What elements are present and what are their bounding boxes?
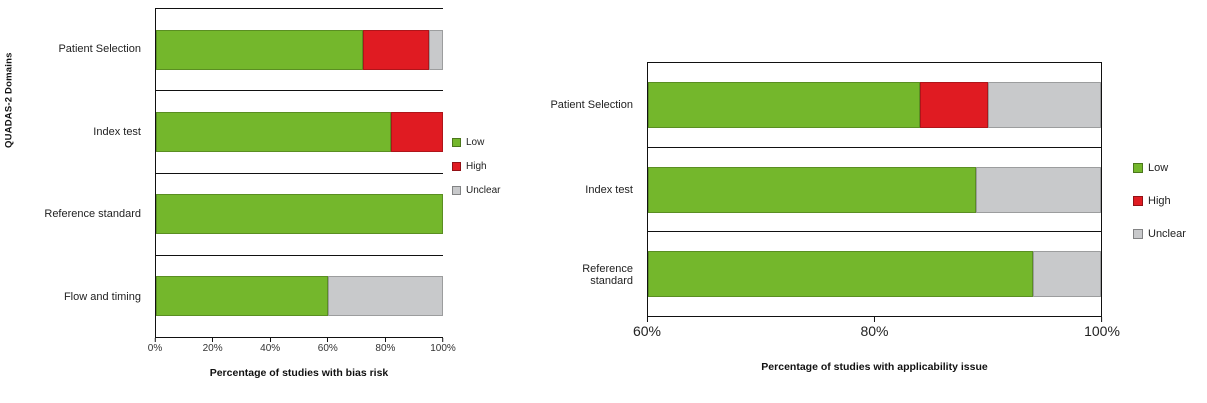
x-tick: 60% bbox=[318, 338, 338, 354]
category-label: Flow and timing bbox=[63, 290, 141, 303]
tick-label: 60% bbox=[317, 343, 338, 354]
category-label: Index test bbox=[93, 125, 141, 138]
tick-mark bbox=[154, 338, 156, 342]
x-tick: 20% bbox=[203, 338, 223, 354]
bar-segment-low bbox=[156, 194, 443, 235]
legend-item-high: High bbox=[1133, 195, 1186, 207]
plot-area bbox=[155, 8, 443, 338]
legend-swatch bbox=[1133, 163, 1143, 173]
bar-segment-high bbox=[391, 111, 443, 152]
legend: Low High Unclear bbox=[1133, 162, 1186, 240]
tick-mark bbox=[874, 317, 875, 322]
x-tick: 60% bbox=[633, 317, 661, 339]
tick-mark bbox=[212, 338, 214, 342]
legend-label: Low bbox=[466, 137, 485, 148]
bar-segment-high bbox=[362, 29, 429, 70]
legend-label: High bbox=[1148, 195, 1171, 207]
legend-item-unclear: Unclear bbox=[452, 185, 500, 196]
legend-swatch bbox=[1133, 229, 1143, 239]
tick-mark bbox=[646, 317, 648, 322]
tick-label: 100% bbox=[1084, 323, 1120, 339]
plot-band bbox=[156, 8, 443, 90]
x-tick: 80% bbox=[375, 338, 395, 354]
tick-mark bbox=[269, 338, 271, 342]
legend-item-low: Low bbox=[452, 137, 500, 148]
legend-item-high: High bbox=[452, 161, 500, 172]
tick-mark bbox=[384, 338, 386, 342]
category-label: Index test bbox=[585, 183, 633, 196]
stacked-bar-4 bbox=[156, 276, 443, 317]
bar-segment-low bbox=[648, 81, 920, 128]
bar-segment-low bbox=[648, 251, 1034, 298]
category-label: Reference standard bbox=[44, 208, 141, 221]
legend-label: High bbox=[466, 161, 487, 172]
bar-segment-unclear bbox=[976, 166, 1101, 213]
bar-segment-low bbox=[156, 29, 363, 70]
x-axis: 60% 80% 100% bbox=[633, 317, 1120, 349]
stacked-bar-2 bbox=[648, 166, 1101, 213]
tick-label: 40% bbox=[260, 343, 281, 354]
tick-label: 20% bbox=[202, 343, 223, 354]
legend-swatch bbox=[452, 162, 461, 171]
x-tick: 80% bbox=[860, 317, 889, 339]
tick-label: 80% bbox=[860, 323, 889, 339]
x-tick: 0% bbox=[148, 338, 162, 354]
category-label: Patient Selection bbox=[550, 98, 633, 111]
x-tick: 100% bbox=[1084, 317, 1120, 339]
x-axis-title: Percentage of studies with bias risk bbox=[209, 367, 389, 379]
plot-band bbox=[156, 172, 443, 255]
x-axis: 0% 20% 40% 60% 80% 100% bbox=[148, 338, 456, 360]
legend-item-low: Low bbox=[1133, 162, 1186, 174]
category-labels: Patient Selection Index test Reference sta… bbox=[0, 8, 148, 338]
plot-band bbox=[648, 146, 1101, 232]
legend-label: Low bbox=[1148, 162, 1169, 174]
tick-label: 0% bbox=[147, 343, 163, 354]
tick-label: 100% bbox=[430, 343, 456, 354]
bias-risk-chart: QUADAS-2 Domains Patient Selection Index … bbox=[0, 0, 510, 403]
bar-segment-low bbox=[156, 111, 392, 152]
plot-band bbox=[156, 90, 443, 172]
plot-area bbox=[647, 62, 1102, 317]
tick-mark bbox=[1101, 317, 1103, 322]
legend-label: Unclear bbox=[466, 185, 501, 196]
legend-item-unclear: Unclear bbox=[1133, 228, 1186, 240]
stacked-bar-3 bbox=[648, 251, 1101, 298]
legend-swatch bbox=[452, 186, 461, 195]
plot-band bbox=[648, 231, 1101, 316]
stacked-bar-2 bbox=[156, 111, 443, 152]
category-label: Reference standard bbox=[582, 262, 633, 287]
x-axis-title: Percentage of studies with applicability… bbox=[761, 361, 988, 373]
stacked-bar-3 bbox=[156, 194, 443, 235]
legend-swatch bbox=[1133, 196, 1143, 206]
bar-segment-unclear bbox=[328, 276, 443, 317]
x-tick: 100% bbox=[430, 338, 456, 354]
category-label: Patient Selection bbox=[58, 43, 141, 56]
bar-segment-low bbox=[156, 276, 329, 317]
tick-label: 60% bbox=[632, 323, 662, 339]
bar-segment-unclear bbox=[1033, 251, 1101, 298]
plot-band bbox=[648, 63, 1101, 147]
category-labels: Patient Selection Index test Reference sta… bbox=[540, 62, 640, 317]
tick-mark bbox=[327, 338, 329, 342]
bar-segment-low bbox=[648, 166, 977, 213]
bar-segment-high bbox=[919, 81, 988, 128]
stacked-bar-1 bbox=[648, 81, 1101, 128]
bar-segment-unclear bbox=[987, 81, 1101, 128]
legend-swatch bbox=[452, 138, 461, 147]
applicability-chart: Patient Selection Index test Reference sta… bbox=[540, 0, 1207, 403]
stacked-bar-1 bbox=[156, 29, 443, 70]
x-tick: 40% bbox=[260, 338, 280, 354]
tick-mark bbox=[442, 338, 444, 342]
legend: Low High Unclear bbox=[452, 137, 500, 196]
plot-band bbox=[156, 254, 443, 337]
legend-label: Unclear bbox=[1148, 228, 1186, 240]
tick-label: 80% bbox=[375, 343, 396, 354]
bar-segment-unclear bbox=[428, 29, 443, 70]
